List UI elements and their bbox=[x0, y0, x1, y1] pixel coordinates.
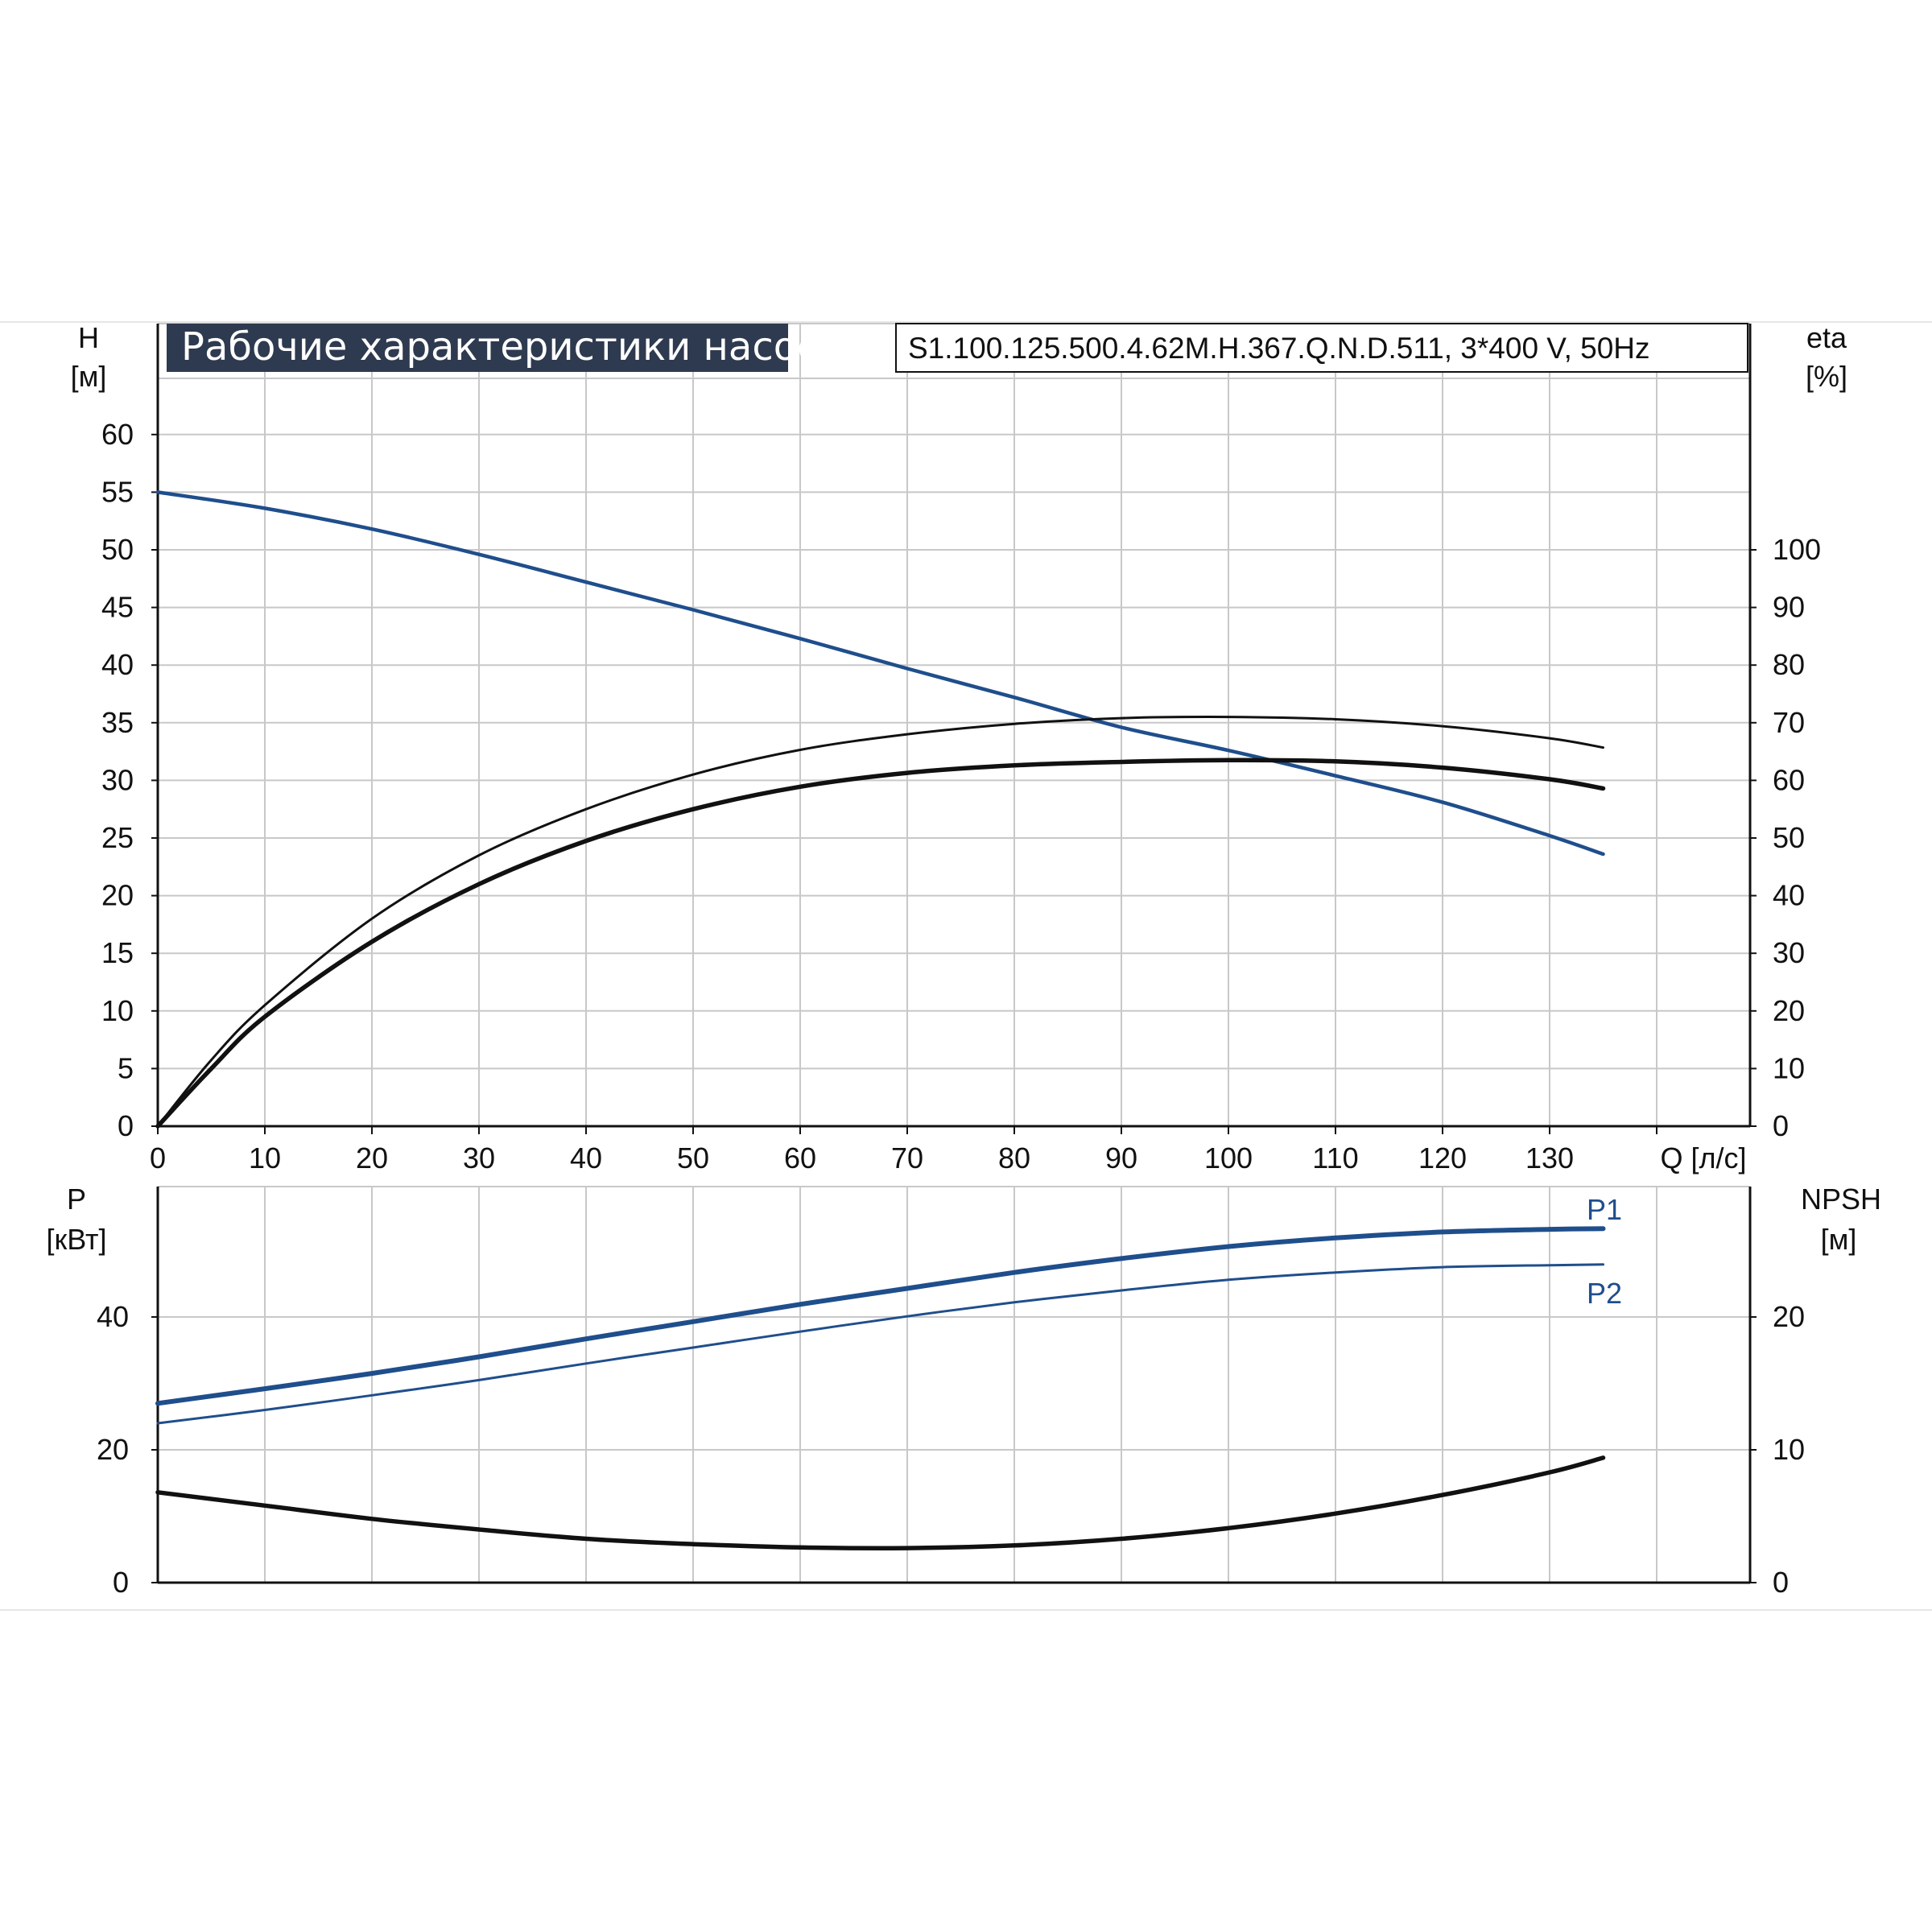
eta-tick-label: 30 bbox=[1773, 936, 1805, 969]
npsh-tick-label: 20 bbox=[1773, 1300, 1805, 1333]
eta-tick-label: 90 bbox=[1773, 591, 1805, 624]
eta-tick-label: 60 bbox=[1773, 763, 1805, 796]
eta-tick-label: 100 bbox=[1773, 533, 1821, 566]
h-tick-label: 5 bbox=[118, 1051, 134, 1084]
h-tick-label: 25 bbox=[101, 821, 134, 854]
power-curve-p1 bbox=[155, 1226, 1606, 1406]
p-tick-label: 0 bbox=[113, 1566, 129, 1599]
h-tick-label: 20 bbox=[101, 879, 134, 912]
eta-tick-label: 10 bbox=[1773, 1051, 1805, 1084]
power-curve-p2 bbox=[156, 1263, 1604, 1425]
q-axis-label: Q [л/с] bbox=[1660, 1141, 1746, 1174]
h-tick-label: 40 bbox=[101, 648, 134, 681]
h-tick-label: 35 bbox=[101, 706, 134, 739]
p-tick-label: 20 bbox=[97, 1433, 129, 1466]
h-tick-label: 15 bbox=[101, 936, 134, 969]
h-tick-label: 55 bbox=[101, 475, 134, 508]
pump-model-label: S1.100.125.500.4.62M.H.367.Q.N.D.511, 3*… bbox=[908, 332, 1650, 365]
title-box bbox=[167, 324, 788, 372]
q-tick-label: 120 bbox=[1418, 1141, 1467, 1174]
eta-tick-label: 40 bbox=[1773, 879, 1805, 912]
eta-axis-unit: [%] bbox=[1806, 360, 1847, 393]
eta-tick-label: 70 bbox=[1773, 706, 1805, 739]
q-tick-label: 20 bbox=[356, 1141, 388, 1174]
npsh-tick-label: 0 bbox=[1773, 1566, 1789, 1599]
efficiency-curve-thin bbox=[156, 716, 1604, 1128]
q-tick-label: 70 bbox=[891, 1141, 923, 1174]
eta-tick-label: 20 bbox=[1773, 994, 1805, 1027]
eta-tick-label: 50 bbox=[1773, 821, 1805, 854]
h-tick-label: 30 bbox=[101, 763, 134, 796]
p-tick-label: 40 bbox=[97, 1300, 129, 1333]
series-label-p1: P1 bbox=[1587, 1193, 1622, 1226]
q-tick-label: 90 bbox=[1105, 1141, 1137, 1174]
q-tick-label: 10 bbox=[249, 1141, 281, 1174]
eta-tick-label: 80 bbox=[1773, 648, 1805, 681]
h-axis-label: H bbox=[78, 321, 99, 354]
q-tick-label: 60 bbox=[784, 1141, 816, 1174]
eta-axis-label: eta bbox=[1806, 321, 1847, 354]
p-axis-unit: [кВт] bbox=[46, 1223, 106, 1256]
p-axis-label: P bbox=[67, 1183, 86, 1216]
q-tick-label: 130 bbox=[1525, 1141, 1574, 1174]
q-tick-label: 0 bbox=[150, 1141, 166, 1174]
efficiency-curve-thick bbox=[155, 758, 1606, 1129]
npsh-curve bbox=[155, 1455, 1606, 1551]
h-tick-label: 50 bbox=[101, 533, 134, 566]
npsh-tick-label: 10 bbox=[1773, 1433, 1805, 1466]
h-tick-label: 0 bbox=[118, 1109, 134, 1142]
q-tick-label: 40 bbox=[570, 1141, 602, 1174]
q-tick-label: 30 bbox=[463, 1141, 495, 1174]
h-tick-label: 45 bbox=[101, 591, 134, 624]
h-tick-label: 10 bbox=[101, 994, 134, 1027]
npsh-axis-label: NPSH bbox=[1801, 1183, 1881, 1216]
q-tick-label: 110 bbox=[1312, 1141, 1358, 1174]
q-tick-label: 100 bbox=[1204, 1141, 1253, 1174]
q-tick-label: 80 bbox=[998, 1141, 1030, 1174]
h-axis-unit: [м] bbox=[71, 360, 107, 393]
q-tick-label: 50 bbox=[677, 1141, 709, 1174]
npsh-axis-unit: [м] bbox=[1821, 1223, 1857, 1256]
h-tick-label: 60 bbox=[101, 418, 134, 451]
series-label-p2: P2 bbox=[1587, 1277, 1622, 1310]
chart-title: Рабочие характеристики насоса bbox=[181, 324, 842, 369]
head-curve bbox=[155, 490, 1605, 857]
model-box bbox=[895, 323, 1748, 373]
eta-tick-label: 0 bbox=[1773, 1109, 1789, 1142]
